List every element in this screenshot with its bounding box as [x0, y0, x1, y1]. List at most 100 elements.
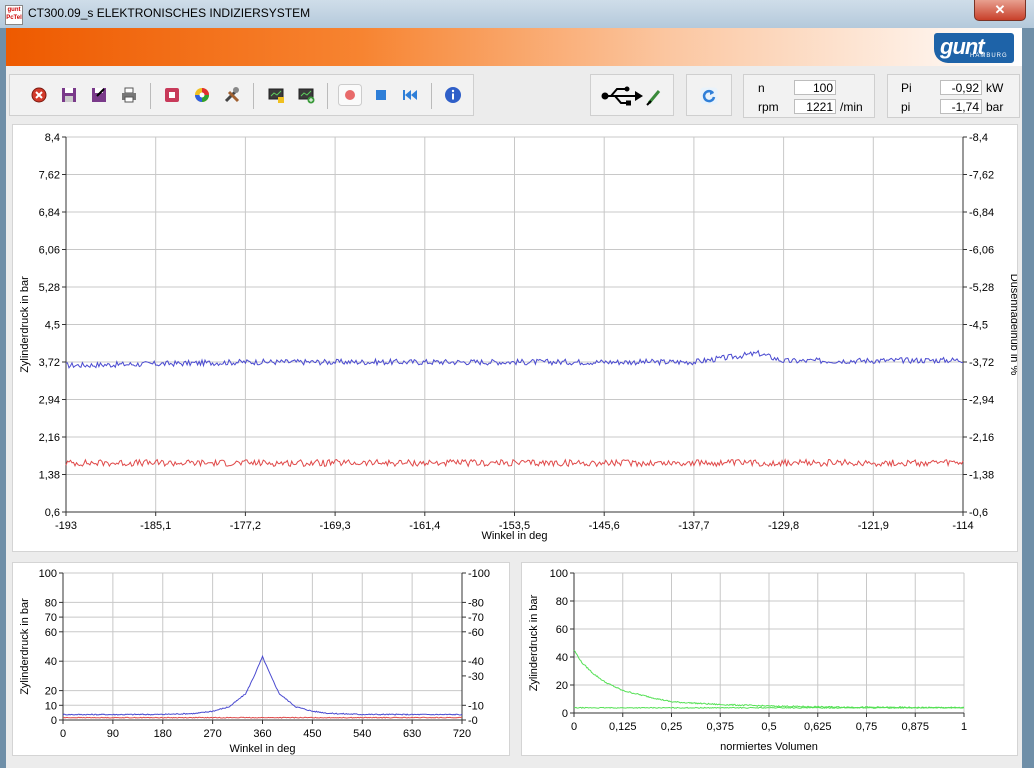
y-tick-label: 4,5	[45, 320, 60, 332]
usb-icon[interactable]	[601, 85, 663, 107]
rpm-label: rpm	[758, 100, 779, 114]
y-tick-label: 0	[51, 715, 57, 727]
rpm-value-field: 1221	[794, 99, 836, 114]
y2-tick-label: -40	[468, 656, 484, 668]
n-label: n	[758, 81, 765, 95]
toolbar-separator	[327, 83, 328, 109]
status-strip	[6, 763, 1022, 768]
y-tick-label: 8,4	[45, 132, 60, 144]
y2-tick-label: -4,5	[969, 320, 988, 332]
series-line-pressure	[62, 654, 463, 716]
pressure-angle-chart[interactable]: -193 -185,1 -177,2 -169,3 -161,4 -153,5 -145,6…	[13, 125, 1020, 551]
refresh-icon[interactable]	[700, 87, 718, 105]
pv-chart-panel: 0 0,125 0,25 0,375 0,5 0,625 0,75 0,875 1 0 20 40 60…	[521, 562, 1018, 756]
close-circle-icon[interactable]	[30, 86, 48, 104]
x-tick-label: -153,5	[499, 520, 530, 532]
power-readout-panel: Pi -0,92 kW pi -1,74 bar	[887, 74, 1020, 118]
y2-tick-label: -0,6	[969, 507, 988, 519]
x-tick-label: -121,9	[858, 520, 889, 532]
y-tick-label: 100	[39, 568, 57, 580]
main-chart-panel: -193 -185,1 -177,2 -169,3 -161,4 -153,5 -145,6…	[12, 124, 1020, 552]
x-tick-label: -161,4	[409, 520, 440, 532]
series-line-needle	[65, 458, 964, 468]
x-tick-label: -193	[55, 520, 77, 532]
x-tick-label: -169,3	[319, 520, 350, 532]
x-tick-label: 0	[60, 728, 66, 740]
y2-tick-label: -2,94	[969, 395, 994, 407]
y-axis-label: Zylinderdruck in bar	[19, 276, 31, 373]
save-as-icon[interactable]	[90, 86, 108, 104]
logo-subtext: HAMBURG	[970, 53, 1008, 59]
logo-text: gunt	[940, 34, 985, 59]
app-icon: gunt PcTel	[5, 5, 23, 25]
monitor-lock-icon[interactable]	[267, 86, 285, 104]
window-titlebar: gunt PcTel CT300.09_s ELEKTRONISCHES IND…	[0, 0, 1034, 28]
toolbar-separator	[253, 83, 254, 109]
y2-axis-label: Düsennadelhub in %	[507, 596, 509, 698]
x-tick-label: 1	[961, 721, 967, 733]
toolbar	[9, 74, 474, 116]
tools-icon[interactable]	[223, 86, 241, 104]
y2-tick-label: -3,72	[969, 357, 994, 369]
toolbar-separator	[150, 83, 151, 109]
y-tick-label: 7,62	[39, 170, 60, 182]
x-tick-label: -177,2	[230, 520, 261, 532]
save-icon[interactable]	[60, 86, 78, 104]
x-tick-label: 0,5	[761, 721, 776, 733]
pi-label: pi	[901, 100, 911, 114]
refresh-panel	[686, 74, 732, 116]
x-tick-label: 720	[453, 728, 471, 740]
y-tick-label: 60	[45, 627, 57, 639]
y-tick-label: 5,28	[39, 282, 60, 294]
y2-tick-label: -10	[468, 700, 484, 712]
pv-diagram-chart[interactable]: 0 0,125 0,25 0,375 0,5 0,625 0,75 0,875 1 0 20 40 60…	[522, 563, 1017, 755]
x-tick-label: 0,375	[706, 721, 734, 733]
window-title: CT300.09_s ELEKTRONISCHES INDIZIERSYSTEM	[28, 6, 311, 20]
y2-tick-label: -2,16	[969, 432, 994, 444]
print-icon[interactable]	[120, 86, 138, 104]
info-icon[interactable]	[444, 86, 462, 104]
stop-square-icon[interactable]	[163, 86, 181, 104]
y2-axis-label: Düsennadelhub in %	[1008, 274, 1017, 376]
y-axis-label: Zylinderdruck in bar	[528, 594, 540, 691]
record-icon[interactable]	[338, 84, 362, 106]
x-tick-label: -137,7	[678, 520, 709, 532]
speed-readout-panel: n 100 rpm 1221 /min	[743, 74, 875, 118]
series-line-pv	[574, 706, 965, 709]
full-cycle-chart[interactable]: 0 90 180 270 360 450 540 630 720 0 10 20 40 60 70 80 100…	[13, 563, 519, 755]
x-tick-label: 0,75	[856, 721, 877, 733]
y2-tick-label: -7,62	[969, 170, 994, 182]
y-tick-label: 60	[556, 624, 568, 636]
monitor-add-icon[interactable]	[297, 86, 315, 104]
color-wheel-icon[interactable]	[193, 86, 211, 104]
rewind-icon[interactable]	[401, 86, 419, 104]
y2-tick-label: -80	[468, 597, 484, 609]
Pi-value-field: -0,92	[940, 80, 982, 95]
y-tick-label: 6,84	[39, 207, 60, 219]
x-tick-label: 180	[154, 728, 172, 740]
y-tick-label: 10	[45, 700, 57, 712]
stop-icon[interactable]	[372, 86, 390, 104]
y-tick-label: 3,72	[39, 357, 60, 369]
y2-tick-label: -70	[468, 612, 484, 624]
y-tick-label: 80	[556, 596, 568, 608]
main-window: gunt HAMBURG	[6, 28, 1022, 763]
y-tick-label: 2,16	[39, 432, 60, 444]
y-tick-label: 0	[562, 708, 568, 720]
x-tick-label: -129,8	[768, 520, 799, 532]
x-tick-label: 0,875	[901, 721, 929, 733]
x-tick-label: 0	[571, 721, 577, 733]
pi-unit: bar	[986, 100, 1004, 114]
y-tick-label: 70	[45, 612, 57, 624]
toolbar-separator	[431, 83, 432, 109]
y-tick-label: 6,06	[39, 245, 60, 257]
y2-tick-label: -6,84	[969, 207, 994, 219]
y2-tick-label: -0	[468, 715, 478, 727]
y-tick-label: 80	[45, 597, 57, 609]
window-close-button[interactable]: ✕	[974, 0, 1026, 21]
x-axis-label: Winkel in deg	[481, 530, 547, 542]
x-tick-label: -185,1	[140, 520, 171, 532]
x-tick-label: 630	[403, 728, 421, 740]
y2-tick-label: -1,38	[969, 470, 994, 482]
x-tick-label: 450	[303, 728, 321, 740]
